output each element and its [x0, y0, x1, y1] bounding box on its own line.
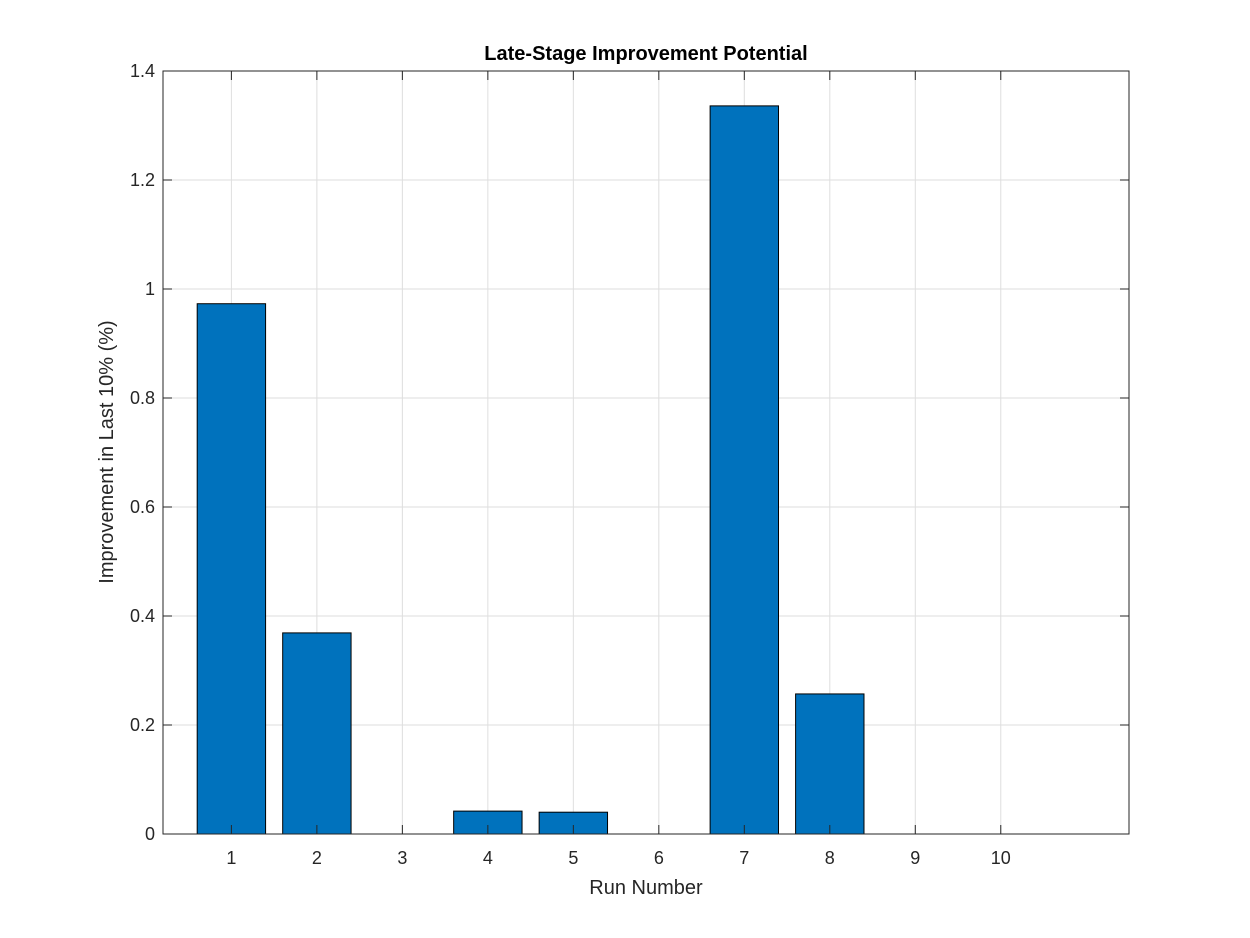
bar-run-2 — [282, 632, 352, 835]
y-tick-labels: 0 0.2 0.4 0.6 0.8 1 1.2 1.4 — [130, 61, 155, 844]
y-tick-label: 0.4 — [130, 606, 155, 626]
bar-run-7 — [709, 105, 780, 835]
x-tick-label: 10 — [991, 848, 1011, 868]
tick-marks — [163, 70, 1129, 835]
x-tick-label: 2 — [312, 848, 322, 868]
x-tick-label: 4 — [483, 848, 493, 868]
y-tick-label: 0 — [145, 824, 155, 844]
x-tick-label: 1 — [226, 848, 236, 868]
bar-run-8 — [795, 693, 865, 835]
bars — [196, 105, 865, 835]
y-tick-label: 0.8 — [130, 388, 155, 408]
x-tick-label: 5 — [568, 848, 578, 868]
y-tick-label: 1.2 — [130, 170, 155, 190]
axes-box — [162, 70, 1130, 835]
y-axis-label: Improvement in Last 10% (%) — [96, 320, 118, 583]
x-tick-label: 9 — [910, 848, 920, 868]
x-tick-label: 6 — [654, 848, 664, 868]
y-tick-label: 0.6 — [130, 497, 155, 517]
x-tick-labels: 1 2 3 4 5 6 7 8 9 10 — [226, 848, 1010, 868]
x-tick-label: 8 — [825, 848, 835, 868]
x-axis-label: Run Number — [589, 877, 703, 899]
y-tick-label: 1 — [145, 279, 155, 299]
y-tick-label: 1.4 — [130, 61, 155, 81]
x-tick-label: 7 — [739, 848, 749, 868]
bar-run-1 — [196, 303, 267, 835]
y-tick-label: 0.2 — [130, 715, 155, 735]
chart-title: Late-Stage Improvement Potential — [484, 43, 807, 65]
x-tick-label: 3 — [397, 848, 407, 868]
